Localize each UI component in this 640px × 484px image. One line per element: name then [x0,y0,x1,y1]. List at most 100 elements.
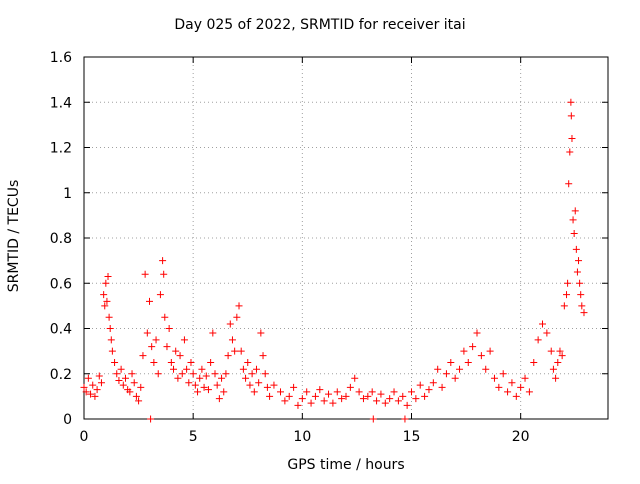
data-point [202,372,210,380]
data-point [126,388,134,396]
y-tick-label: 1.6 [50,50,72,66]
data-point [316,386,324,394]
data-point [570,229,578,237]
data-point [143,329,151,337]
data-point [566,148,574,156]
data-point [558,352,566,360]
data-point [325,390,333,398]
data-point [172,347,180,355]
data-point [290,383,298,391]
grid-lines [84,57,608,419]
data-point [191,381,199,389]
data-point [200,383,208,391]
data-point [307,399,315,407]
data-point [231,347,239,355]
data-point [102,279,110,287]
data-point [567,98,575,106]
data-point [298,395,306,403]
data-point [97,379,105,387]
chart-title: Day 025 of 2022, SRMTID for receiver ita… [174,17,466,33]
data-point [222,370,230,378]
data-point [469,343,477,351]
data-point [394,397,402,405]
data-point [130,379,138,387]
y-tick-label: 0 [63,412,72,428]
data-point [355,388,363,396]
data-point [107,336,115,344]
data-points [80,98,588,423]
y-tick-label: 0.4 [50,322,72,338]
data-point [147,415,155,423]
data-point [189,370,197,378]
data-point [369,415,377,423]
data-point [218,374,226,382]
data-point [401,415,409,423]
data-point [342,392,350,400]
data-point [412,395,420,403]
data-point [84,374,92,382]
data-point [101,302,109,310]
data-point [242,374,250,382]
y-tick-label: 0.8 [50,231,72,247]
data-point [499,370,507,378]
data-point [139,352,147,360]
data-point [100,291,108,299]
data-point [567,112,575,120]
data-point [185,379,193,387]
data-point [103,297,111,305]
x-tick-label: 15 [403,429,421,445]
data-point [425,386,433,394]
data-point [128,370,136,378]
data-point [196,374,204,382]
data-point [215,395,223,403]
data-point [165,325,173,332]
y-tick-label: 1.4 [50,95,72,111]
x-tick-label: 0 [80,429,89,445]
data-point [91,392,99,400]
x-tick-label: 10 [293,429,311,445]
y-tick-label: 1 [63,186,72,202]
axes [83,56,609,420]
data-point [277,388,284,396]
data-point [547,347,555,355]
data-point [137,383,145,391]
data-point [303,388,311,396]
plot-frame [83,56,609,420]
data-point [105,313,113,321]
data-point [263,383,271,391]
data-point [246,381,254,389]
y-axis-ticks: 0 0.2 0.4 0.6 0.8 1 1.2 1.4 1.6 [50,50,608,428]
data-point [368,388,376,396]
data-point [473,329,481,337]
data-point [248,370,256,378]
data-point [456,365,464,373]
data-point [194,388,202,396]
data-point [442,370,450,378]
data-point [174,374,182,382]
data-point [434,365,442,373]
data-point [572,245,580,253]
data-point [495,383,503,391]
data-point [386,395,394,403]
data-point [187,358,195,366]
data-point [150,358,158,366]
data-point [451,374,459,382]
data-point [224,352,232,360]
data-point [364,392,372,400]
data-point [512,392,520,400]
data-point [534,336,542,344]
x-tick-label: 20 [512,429,530,445]
data-point [564,279,572,287]
x-axis-ticks: 0 5 10 15 20 [80,57,530,445]
data-point [530,358,538,366]
data-point [320,397,328,405]
data-point [571,207,579,215]
data-point [233,313,241,321]
data-point [148,343,156,351]
data-point [170,365,178,373]
data-point [176,352,184,360]
data-point [209,329,217,337]
data-point [399,392,407,400]
data-point [108,347,116,355]
